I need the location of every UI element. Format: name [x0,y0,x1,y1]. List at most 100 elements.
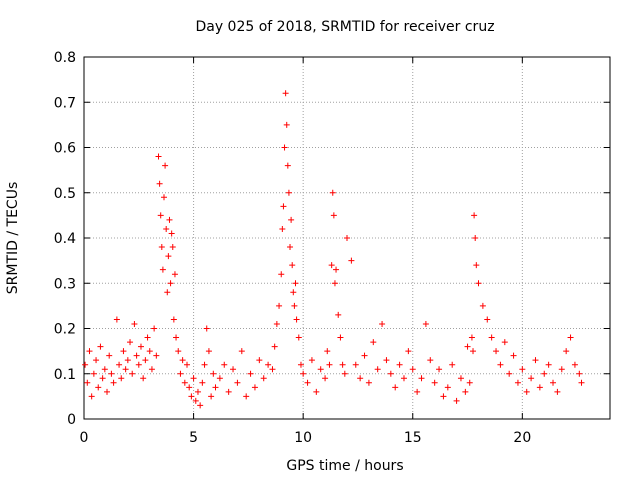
data-point [337,334,344,341]
data-point [168,230,175,237]
data-point [140,375,147,382]
y-tick-label: 0.3 [54,276,76,292]
data-point [212,384,219,391]
data-point [234,379,241,386]
data-point [285,189,292,196]
data-point [519,366,526,373]
data-point [153,352,160,359]
data-point [400,375,407,382]
data-point [427,357,434,364]
data-point [457,375,464,382]
data-point [99,375,106,382]
data-point [409,366,416,373]
grid [84,57,610,419]
x-tick-label: 20 [513,430,531,446]
data-point [151,325,158,332]
data-point [221,361,228,368]
data-point [563,348,570,355]
y-tick-label: 0.4 [54,231,76,247]
data-point [379,320,386,327]
y-tick-label: 0.8 [54,50,76,66]
y-tick-label: 0.6 [54,141,76,157]
data-point [271,343,278,350]
data-point [282,90,289,97]
data-point [383,357,390,364]
x-tick-label: 0 [80,430,89,446]
data-point [276,302,283,309]
data-point [484,316,491,323]
data-point [205,348,212,355]
data-point [283,121,290,128]
data-point [108,370,115,377]
x-tick-label: 5 [189,430,198,446]
data-point [510,352,517,359]
data-point [135,361,142,368]
data-point [578,379,585,386]
data-point [160,194,167,201]
data-point [280,203,287,210]
data-point [567,334,574,341]
data-point [265,361,272,368]
data-point [523,388,530,395]
chart-title: Day 025 of 2018, SRMTID for receiver cru… [195,19,494,35]
data-point [106,352,113,359]
data-point [247,370,254,377]
data-point [101,366,108,373]
data-point [122,366,129,373]
data-point [120,348,127,355]
data-point [269,366,276,373]
data-point [190,375,197,382]
data-point [506,370,513,377]
data-point [292,280,299,287]
data-point [167,280,174,287]
data-point [157,212,164,219]
data-point [488,334,495,341]
data-point [148,366,155,373]
data-point [431,379,438,386]
data-point [317,366,324,373]
data-point [501,339,508,346]
data-point [497,361,504,368]
data-point [468,334,475,341]
data-point [554,388,561,395]
data-point [357,375,364,382]
data-point [324,348,331,355]
data-point [118,375,125,382]
data-point [124,357,131,364]
data-point [88,393,95,400]
data-point [110,379,117,386]
data-point [146,348,153,355]
data-point [290,289,297,296]
data-point [131,320,138,327]
data-point [179,357,186,364]
data-point [348,257,355,264]
data-point [300,370,307,377]
data-point [365,379,372,386]
data-point [199,379,206,386]
data-point [536,384,543,391]
data-point [330,212,337,219]
data-point [532,357,539,364]
data-point [550,379,557,386]
y-tick-label: 0.7 [54,95,76,111]
data-point [90,370,97,377]
data-point [436,366,443,373]
data-point [156,180,163,187]
data-point [331,280,338,287]
data-point [155,153,162,160]
data-point [418,375,425,382]
data-point [341,370,348,377]
data-point [159,266,166,273]
data-point [86,348,93,355]
data-point [158,244,165,251]
data-point [256,357,263,364]
data-point [208,393,215,400]
data-point [116,361,123,368]
data-point [197,402,204,409]
data-point [558,366,565,373]
data-point [297,361,304,368]
data-point [288,216,295,223]
data-point [291,302,298,309]
data-point [225,388,232,395]
data-point [328,262,335,269]
